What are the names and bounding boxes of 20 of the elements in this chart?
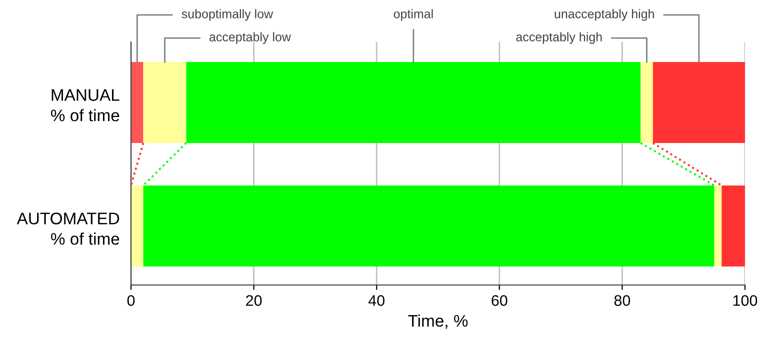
text: optimal	[394, 9, 433, 21]
y-tick-label: AUTOMATED % of time	[16, 212, 120, 245]
bar	[640, 62, 653, 144]
bar	[143, 62, 186, 144]
y-tick-label: MANUAL % of time	[51, 89, 120, 122]
bar	[714, 185, 722, 266]
text: suboptimally low	[182, 9, 274, 21]
text: unacceptably high	[554, 9, 654, 21]
x-tick-label: 40	[368, 295, 384, 306]
x-axis-title: Time, %	[408, 314, 468, 329]
x-tick-label: 60	[492, 295, 508, 306]
text: acceptably high	[516, 32, 602, 44]
bar	[722, 185, 745, 266]
x-tick-label: 0	[127, 295, 135, 306]
x-tick-label: 80	[614, 295, 630, 306]
bar	[131, 62, 144, 144]
text: acceptably low	[210, 32, 291, 44]
x-tick-label: 20	[246, 295, 262, 306]
x-tick-label: 100	[733, 295, 758, 306]
bar	[131, 185, 144, 266]
